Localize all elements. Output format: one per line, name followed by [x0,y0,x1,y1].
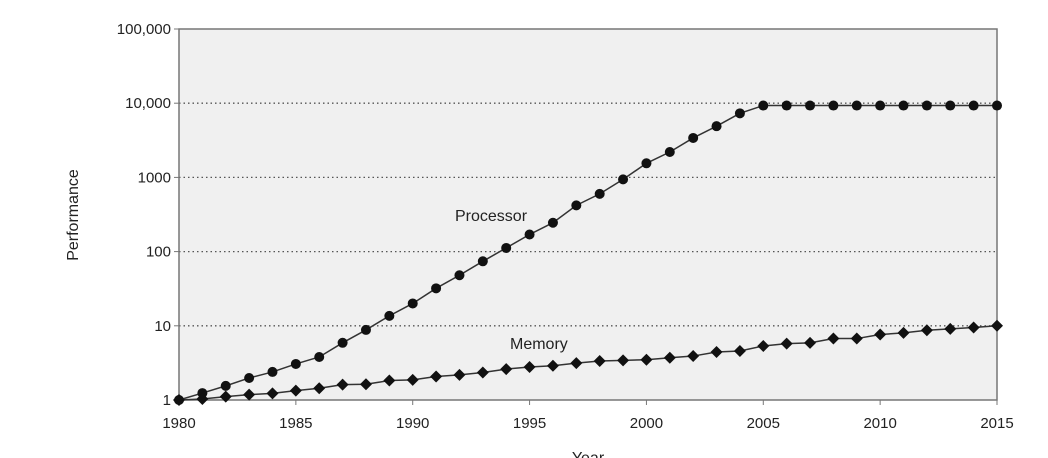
x-tick-label: 1985 [279,415,312,432]
plot-frame [178,28,998,401]
series-label-memory: Memory [510,336,568,353]
point-processor [547,217,558,228]
point-memory [523,361,536,374]
point-memory [710,346,723,359]
point-processor [571,200,582,211]
point-processor [711,121,722,132]
point-memory [266,387,279,400]
x-tick-label: 1980 [162,415,195,432]
point-memory [663,351,676,364]
point-memory [406,373,419,386]
point-processor [337,337,348,348]
x-tick-label: 1990 [396,415,429,432]
point-memory [453,368,466,381]
point-memory [593,355,606,368]
point-processor [664,146,675,157]
point-memory [313,382,326,395]
point-processor [431,283,442,294]
point-memory [733,344,746,357]
point-memory [546,359,559,372]
point-memory [804,336,817,349]
point-processor [992,100,1002,111]
y-tick-label: 10,000 [125,95,171,112]
point-memory [780,337,793,350]
point-processor [384,310,395,321]
point-memory [991,319,1003,332]
point-processor [805,100,816,111]
x-tick-label: 2005 [747,415,780,432]
point-memory [827,332,840,345]
y-tick-label: 1000 [138,169,171,186]
point-processor [314,351,325,362]
point-memory [383,374,396,387]
point-processor [781,100,792,111]
point-processor [477,256,488,267]
point-memory [687,350,700,363]
point-memory [336,378,349,391]
plot-area [179,29,997,400]
point-processor [454,270,465,281]
point-memory [967,321,980,334]
point-processor [945,100,956,111]
point-memory [243,388,256,401]
point-processor [244,372,255,383]
point-processor [828,100,839,111]
point-memory [617,354,630,367]
y-tick-label: 100 [146,244,171,261]
point-memory [196,393,209,406]
point-processor [898,100,909,111]
x-tick-label: 2015 [980,415,1013,432]
point-memory [640,353,653,366]
point-processor [688,132,699,143]
point-processor [734,108,745,119]
point-memory [897,326,910,339]
point-memory [359,378,372,391]
x-tick-label: 2010 [863,415,896,432]
point-memory [289,384,302,397]
point-processor [524,229,535,240]
point-processor [407,298,418,309]
point-memory [944,322,957,335]
point-processor [875,100,886,111]
point-memory [874,328,887,341]
series-label-processor: Processor [455,208,528,225]
x-axis-label: Year [572,450,605,458]
point-processor [501,242,512,253]
y-tick-label: 100,000 [117,21,171,38]
point-processor [618,174,629,185]
point-processor [968,100,979,111]
point-processor [594,188,605,199]
x-tick-label: 2000 [630,415,663,432]
y-axis-label: Performance [65,169,82,261]
point-processor [758,100,769,111]
point-processor [220,380,231,391]
point-memory [920,324,933,337]
point-memory [850,332,863,345]
point-processor [267,366,278,377]
point-memory [219,390,232,403]
point-memory [430,370,443,383]
x-tick-label: 1995 [513,415,546,432]
point-memory [500,363,513,376]
point-processor [641,158,652,169]
point-processor [921,100,932,111]
point-memory [570,357,583,370]
y-tick-label: 1 [163,392,171,409]
point-processor [360,324,371,335]
point-memory [173,394,185,406]
point-memory [757,339,770,352]
point-memory [476,366,489,379]
point-processor [290,358,301,369]
point-processor [851,100,862,111]
y-tick-label: 10 [154,318,171,335]
